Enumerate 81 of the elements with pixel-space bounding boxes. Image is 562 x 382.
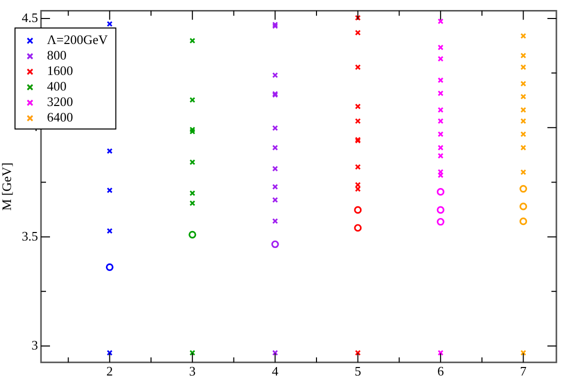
legend-label: 400 [47,78,66,94]
point [354,350,361,356]
point [106,228,113,234]
point [272,23,278,30]
x-tick-label: 7 [520,364,528,379]
point [106,20,113,27]
point [354,14,361,21]
x-tick-label: 2 [106,364,113,379]
point [189,96,196,103]
point [520,107,526,113]
point [438,172,444,178]
legend-label: 3200 [47,94,73,110]
point [354,206,362,214]
point [438,90,444,96]
y-tick-label: 3.5 [22,228,38,244]
x-tick-label: 5 [354,364,362,379]
point [106,148,113,154]
point [106,350,113,356]
point [189,128,196,134]
point [436,188,444,196]
point [520,350,526,356]
point [520,32,526,39]
point [438,131,444,138]
point [438,44,444,50]
point [271,240,279,248]
point [520,64,526,70]
point [272,125,278,131]
point [520,184,528,193]
point [272,197,278,203]
legend-label: 800 [47,48,66,63]
point [272,144,278,151]
x-tick-label: 4 [272,364,279,379]
point [520,94,526,100]
point [438,77,444,84]
y-axis-title: M [GeV] [0,162,14,211]
point [520,131,526,138]
legend-label: Λ=200GeV [47,32,108,48]
point [438,152,444,159]
legend-label: 1600 [47,63,73,78]
point [272,22,278,28]
point [520,80,526,87]
point [189,159,196,166]
point [272,166,278,172]
point [189,190,196,196]
point [438,18,444,24]
point [438,144,444,151]
y-tick-label: 3 [32,337,38,352]
point [436,218,444,226]
point [354,164,361,170]
point [520,52,526,58]
point [354,224,362,232]
x-tick-label: 3 [189,364,196,379]
point [520,144,526,151]
point [354,64,361,70]
point [272,184,278,190]
point [106,263,114,271]
x-tick-label: 6 [437,364,444,379]
point [438,56,444,62]
point [272,350,278,356]
point [438,107,444,113]
point [438,350,444,356]
y-tick-label: 4.5 [22,10,38,25]
point [436,206,444,214]
point [438,118,444,124]
point [189,126,196,133]
point [520,218,528,226]
point [272,218,278,224]
point [438,169,444,175]
point [272,72,278,78]
point [189,350,196,356]
point [106,187,113,194]
point [189,38,196,44]
point [520,202,528,210]
point [354,104,361,110]
legend-label: 6400 [47,110,73,125]
point [520,169,526,176]
point [189,200,196,206]
point [188,230,196,238]
point [354,118,361,124]
point [354,30,361,36]
point [520,118,526,124]
